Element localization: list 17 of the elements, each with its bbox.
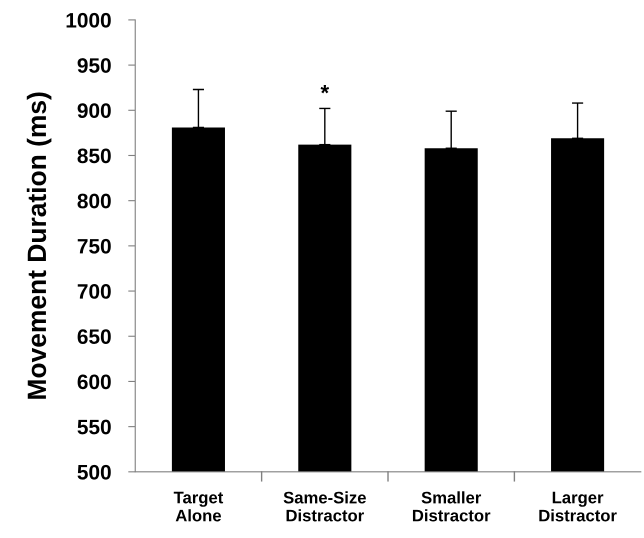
y-tick-label: 750 — [78, 238, 111, 254]
y-axis-title: Movement Duration (ms) — [26, 92, 52, 399]
y-tick-label: 650 — [78, 329, 111, 344]
y-tick-label: 800 — [78, 194, 111, 208]
x-tick-label: Same-Size Distractor — [284, 491, 366, 522]
y-tick-label: 1000 — [66, 12, 111, 28]
annotation: * — [320, 85, 330, 94]
y-tick-label: 500 — [78, 464, 111, 480]
x-tick-label: Target Alone — [174, 492, 224, 522]
y-tick-label: 850 — [78, 148, 111, 164]
y-tick-label: 600 — [78, 374, 111, 390]
y-tick-label: 700 — [78, 284, 111, 299]
x-tick-label: Larger Distractor — [539, 492, 617, 522]
y-tick-label: 900 — [78, 103, 111, 118]
x-tick-label: Smaller Distractor — [412, 491, 490, 522]
y-tick-label: 550 — [78, 420, 111, 434]
y-tick-label: 950 — [78, 58, 111, 73]
